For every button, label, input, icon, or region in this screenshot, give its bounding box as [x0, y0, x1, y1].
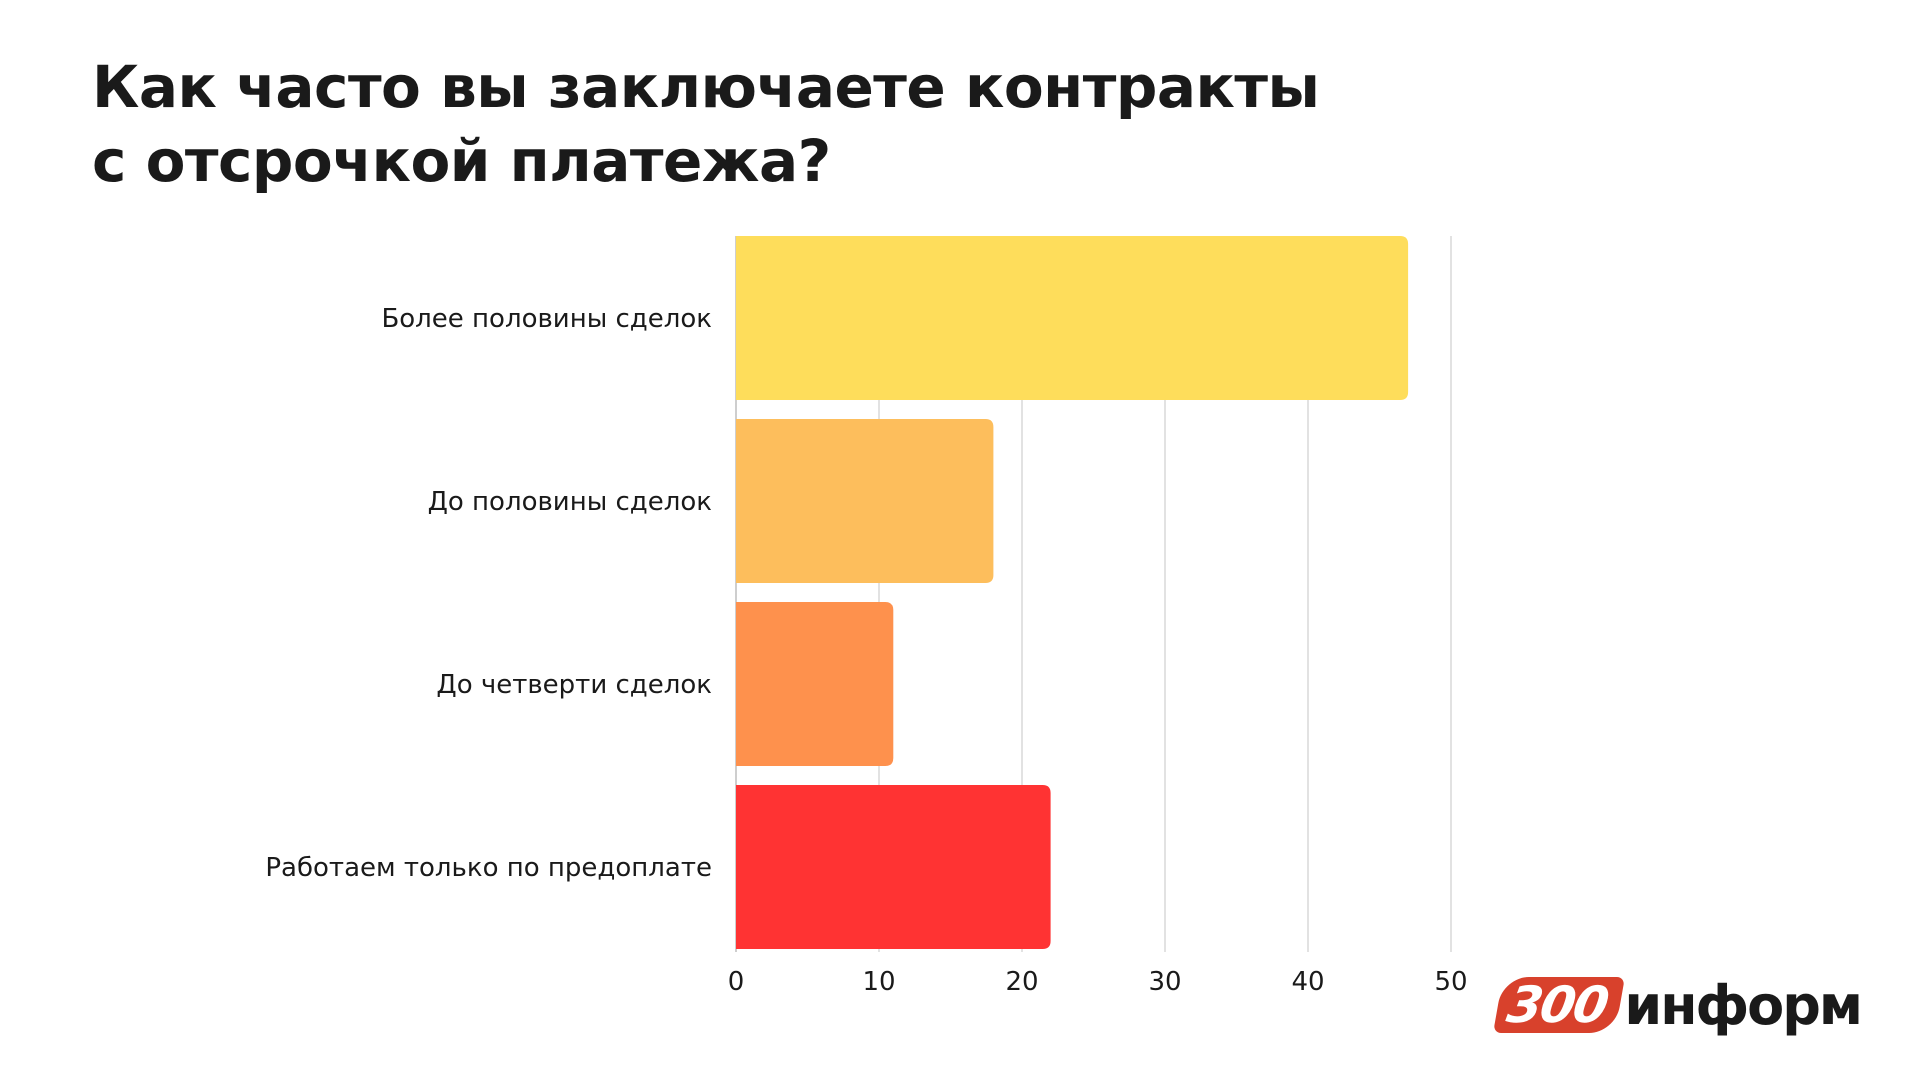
category-label-4: Работаем только по предоплате — [265, 853, 712, 883]
logo-text: информ — [1624, 973, 1863, 1037]
chart-title-line-1: Как часто вы заключаете контракты — [92, 53, 1320, 121]
x-tick-label: 10 — [862, 967, 895, 997]
category-label-1: Более половины сделок — [381, 304, 712, 334]
category-label-2: До половины сделок — [428, 487, 712, 517]
chart-title: Как часто вы заключаете контракты с отср… — [92, 50, 1392, 198]
x-axis-ticks: 0 10 20 30 40 50 — [728, 967, 1468, 997]
x-tick-label: 40 — [1291, 967, 1324, 997]
chart-bars — [736, 236, 1409, 949]
chart-title-line-2: с отсрочкой платежа? — [92, 127, 831, 195]
bar-1 — [736, 236, 1409, 400]
bar-3 — [736, 602, 894, 766]
logo-badge: 300 — [1493, 976, 1626, 1034]
bar-2 — [736, 419, 994, 583]
bar-4 — [736, 785, 1051, 949]
x-tick-label: 50 — [1434, 967, 1467, 997]
x-tick-label: 30 — [1148, 967, 1181, 997]
category-labels: Более половины сделок До половины сделок Д… — [265, 304, 712, 883]
brand-logo: 300 информ — [1493, 970, 1863, 1040]
x-tick-label: 0 — [728, 967, 745, 997]
category-label-3: До четверти сделок — [436, 670, 712, 700]
x-tick-label: 20 — [1005, 967, 1038, 997]
